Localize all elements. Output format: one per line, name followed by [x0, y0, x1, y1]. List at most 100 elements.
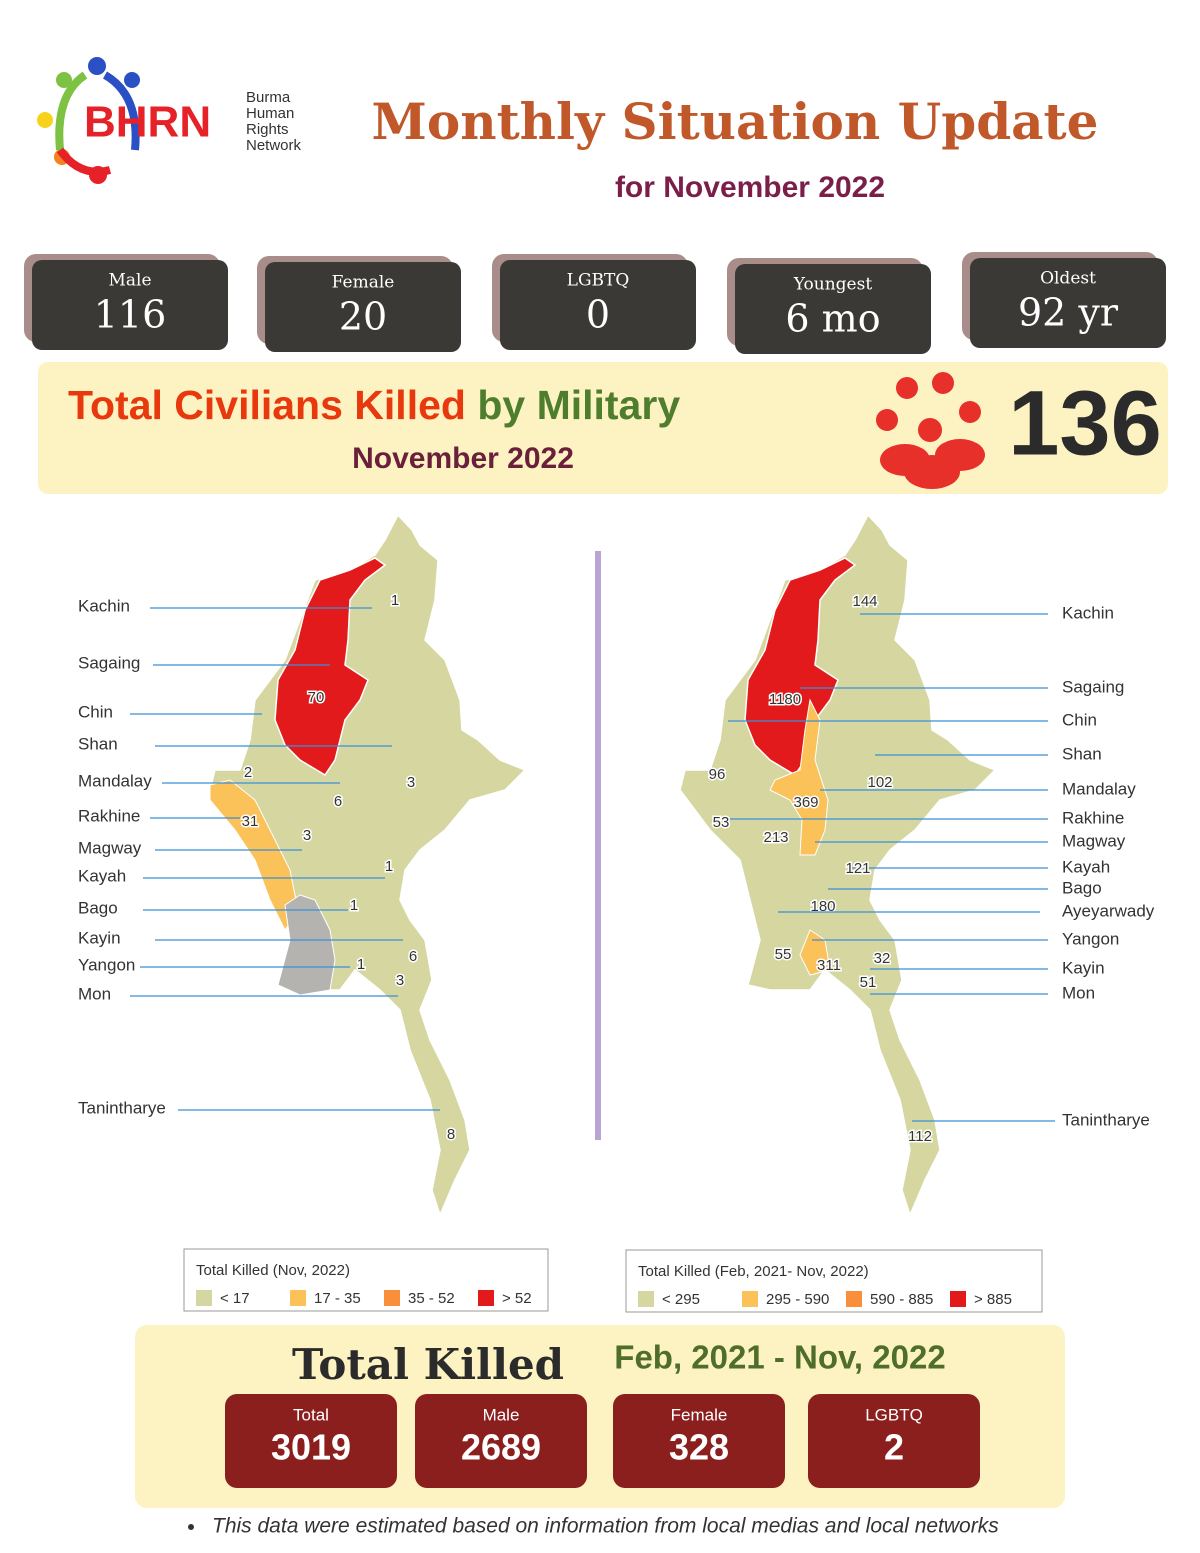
total-label: LGBTQ	[865, 1405, 923, 1424]
logo-org-line: Burma	[246, 89, 291, 106]
stat-value: 92 yr	[1018, 291, 1119, 335]
total-value: 2689	[461, 1427, 541, 1468]
region-name: Chin	[1062, 710, 1097, 729]
legend-label: < 17	[220, 1290, 250, 1307]
logo-org-line: Human	[246, 105, 294, 122]
stat-value: 116	[94, 293, 167, 337]
region-value: 3	[303, 827, 311, 844]
region-name: Chin	[78, 702, 113, 721]
total-card	[415, 1394, 587, 1488]
bullet	[188, 1524, 194, 1530]
total-card	[808, 1394, 980, 1488]
region-name: Kachin	[1062, 603, 1114, 622]
region-value: 53	[713, 814, 730, 831]
region-value: 1180	[769, 691, 801, 708]
legend-label: > 52	[502, 1290, 532, 1307]
stat-label: LGBTQ	[567, 271, 630, 291]
banner-title-part: Total Civilians Killed	[68, 382, 466, 428]
region-name: Kayin	[78, 928, 121, 947]
legend-title: Total Killed (Nov, 2022)	[196, 1262, 350, 1279]
legend-label: < 295	[662, 1291, 700, 1308]
region-name: Tanintharye	[78, 1098, 166, 1117]
stat-value: 0	[586, 293, 610, 337]
region-value: 32	[874, 950, 891, 967]
total-value: 2	[884, 1427, 904, 1468]
region-value: 3	[396, 972, 404, 989]
region-name: Kayah	[78, 866, 126, 885]
stat-box	[265, 262, 461, 352]
region-value: 1	[350, 897, 358, 914]
legend-swatch	[196, 1290, 212, 1306]
region-value: 3	[407, 774, 415, 791]
region-value: 31	[242, 813, 259, 830]
stat-label: Female	[332, 273, 395, 293]
total-value: 328	[669, 1427, 729, 1468]
region-value: 369	[793, 794, 818, 811]
totals-title: Total Killed	[292, 1340, 564, 1389]
region-name: Shan	[78, 734, 118, 753]
banner-subtitle: November 2022	[352, 442, 574, 475]
region-value: 102	[867, 774, 892, 791]
logo-org-line: Network	[246, 137, 302, 154]
legend-title: Total Killed (Feb, 2021- Nov, 2022)	[638, 1263, 869, 1280]
legend-box	[625, 1249, 1043, 1313]
region-value: 1	[385, 858, 393, 875]
title: Monthly Situation Update	[372, 92, 1099, 151]
stat-box	[970, 258, 1166, 348]
region-name: Yangon	[78, 955, 135, 974]
region-name: Shan	[1062, 744, 1102, 763]
region-value: 1	[357, 956, 365, 973]
stat-label: Youngest	[793, 275, 873, 295]
logo-graphic	[37, 57, 140, 184]
legend-label: 295 - 590	[766, 1291, 829, 1308]
region-value: 144	[852, 593, 877, 610]
region-value: 51	[860, 974, 877, 991]
subtitle: for November 2022	[615, 171, 885, 204]
total-label: Total	[293, 1405, 329, 1424]
total-label: Male	[483, 1405, 520, 1424]
legend-swatch	[638, 1291, 654, 1307]
legend-label: 17 - 35	[314, 1290, 361, 1307]
region-value: 55	[775, 946, 792, 963]
region-name: Tanintharye	[1062, 1110, 1150, 1129]
region-name: Bago	[1062, 878, 1102, 897]
region-value: 311	[817, 957, 841, 974]
stat-label: Oldest	[1040, 269, 1096, 289]
region-value: 96	[709, 766, 726, 783]
stat-box	[500, 260, 696, 350]
legend-swatch	[846, 1291, 862, 1307]
legend-label: 35 - 52	[408, 1290, 455, 1307]
logo-org-line: Rights	[246, 121, 289, 138]
stat-value: 6 mo	[785, 297, 880, 341]
stat-box	[735, 264, 931, 354]
legend-label: > 885	[974, 1291, 1012, 1308]
total-value: 3019	[271, 1427, 351, 1468]
stat-box	[32, 260, 228, 350]
banner-title: Total Civilians Killed by Military	[68, 382, 680, 428]
region-value: 121	[845, 860, 870, 877]
region-name: Kayah	[1062, 857, 1110, 876]
region-value: 112	[908, 1128, 932, 1145]
region-value: 1	[391, 592, 399, 609]
region-name: Sagaing	[78, 653, 140, 672]
legend-swatch	[290, 1290, 306, 1306]
region-name: Magway	[1062, 831, 1126, 850]
stat-label: Male	[108, 271, 151, 291]
region-value: 8	[447, 1126, 455, 1143]
region-name: Sagaing	[1062, 677, 1124, 696]
total-card	[613, 1394, 785, 1488]
legend-swatch	[742, 1291, 758, 1307]
map-right	[679, 514, 996, 1216]
banner-total: 136	[1008, 372, 1162, 474]
region-value: 70	[308, 689, 325, 706]
region-value: 6	[409, 948, 417, 965]
region-name: Magway	[78, 838, 142, 857]
region-name: Mon	[1062, 983, 1095, 1002]
region-value: 213	[763, 829, 788, 846]
region-name: Ayeyarwady	[1062, 901, 1155, 920]
region-value: 2	[244, 764, 252, 781]
region-name: Kayin	[1062, 958, 1105, 977]
region-name: Mon	[78, 984, 111, 1003]
total-label: Female	[671, 1405, 728, 1424]
region-name: Bago	[78, 898, 118, 917]
